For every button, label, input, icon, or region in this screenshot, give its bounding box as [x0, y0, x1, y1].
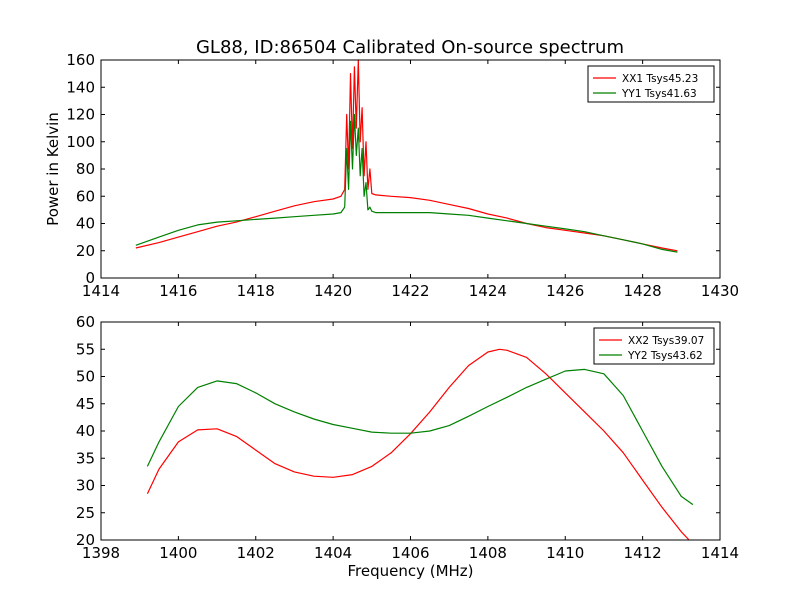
y-tick-label: 45: [76, 395, 95, 413]
x-tick-label: 1420: [314, 282, 352, 300]
subplot-1: 1414 1416 1418 1420 1422 1424 1426 1428 1430 0 20 4…: [44, 51, 739, 300]
y-tick-label: 30: [76, 477, 95, 495]
series-line-1-2: [135, 113, 678, 253]
y-tick-label: 50: [76, 368, 95, 386]
legend-box: [593, 327, 715, 365]
series-line-2-1: [146, 348, 690, 541]
legend-label: YY1 Tsys41.63: [621, 88, 697, 100]
x-tick-label: 1414: [82, 282, 120, 300]
y-tick-label: 40: [76, 422, 95, 440]
legend-2: XX2 Tsys39.07 YY2 Tsys43.62: [593, 327, 715, 365]
series-line-1-1: [135, 59, 678, 252]
y-tick-label: 140: [66, 78, 95, 96]
legend-label: XX2 Tsys39.07: [628, 335, 704, 347]
x-tick-label: 1418: [237, 282, 275, 300]
y-tick-label: 60: [76, 187, 95, 205]
x-tick-label: 1414: [701, 544, 739, 562]
x-tick-label: 1402: [237, 544, 275, 562]
y-axis-label: Power in Kelvin: [44, 112, 62, 226]
y-tick-label: 60: [76, 313, 95, 331]
x-tick-label: 1406: [391, 544, 429, 562]
y-tick-label: 55: [76, 340, 95, 358]
x-tick-label: 1416: [159, 282, 197, 300]
x-tick-label: 1426: [546, 282, 584, 300]
y-tick-label: 20: [76, 242, 95, 260]
y-tick-label: 35: [76, 449, 95, 467]
legend-box: [587, 65, 715, 103]
y-tick-label: 80: [76, 160, 95, 178]
x-tick-label: 1422: [391, 282, 429, 300]
x-tick-label: 1398: [82, 544, 120, 562]
x-tick-label: 1404: [314, 544, 352, 562]
x-tick-label: 1412: [624, 544, 662, 562]
subplot-2: 1398 1400 1402 1404 1406 1408 1410 1412 1414 20 25…: [76, 313, 739, 580]
series-line-2-2: [146, 368, 694, 506]
y-tick-label: 100: [66, 133, 95, 151]
x-tick-label: 1408: [469, 544, 507, 562]
plots: 1414 1416 1418 1420 1422 1424 1426 1428 1430 0 20 4…: [44, 51, 739, 580]
legend-label: YY2 Tsys43.62: [627, 350, 703, 362]
y-tick-label: 160: [66, 51, 95, 69]
y-tick-label: 25: [76, 504, 95, 522]
legend-label: XX1 Tsys45.23: [622, 73, 698, 85]
legend-1: XX1 Tsys45.23 YY1 Tsys41.63: [587, 65, 715, 103]
x-tick-label: 1424: [469, 282, 507, 300]
y-tick-label: 20: [76, 531, 95, 549]
x-tick-label: 1400: [159, 544, 197, 562]
chart-title: GL88, ID:86504 Calibrated On-source spec…: [196, 37, 624, 58]
y-tick-label: 120: [66, 106, 95, 124]
x-axis-label: Frequency (MHz): [347, 562, 473, 580]
y-tick-label: 40: [76, 215, 95, 233]
x-tick-label: 1430: [701, 282, 739, 300]
x-tick-label: 1410: [546, 544, 584, 562]
y-tick-label: 0: [85, 269, 95, 287]
x-tick-label: 1428: [624, 282, 662, 300]
